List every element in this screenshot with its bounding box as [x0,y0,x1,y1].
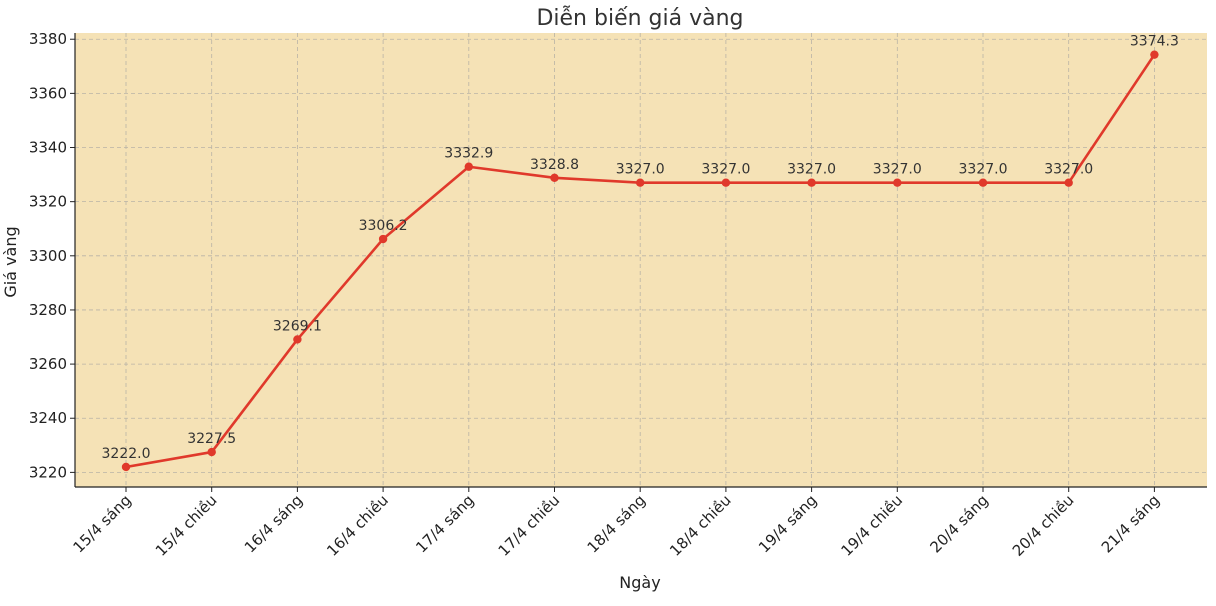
data-point [207,447,216,457]
data-point [893,178,902,187]
x-axis-label: Ngày [619,573,660,592]
data-label: 3327.0 [959,162,1008,178]
data-label: 3306.2 [359,218,408,234]
data-point [721,178,731,187]
x-tick-label: 15/4 sáng [69,491,134,556]
data-point [636,178,645,187]
x-tick-label: 21/4 sáng [1098,491,1163,556]
data-label: 3269.1 [273,318,322,334]
x-tick-label: 19/4 chiều [837,491,906,560]
x-tick-label: 20/4 chiều [1009,491,1078,560]
y-tick-label: 3300 [29,247,67,265]
x-tick-label: 18/4 sáng [584,491,649,556]
data-label: 3328.8 [530,157,579,173]
y-tick-label: 3240 [29,409,67,427]
data-point [1150,50,1159,59]
x-tick-label: 16/4 chiều [323,491,392,560]
plot-area [75,33,1207,487]
x-tick-label: 16/4 sáng [241,491,306,556]
data-point [1064,178,1073,187]
chart-title: Diễn biến giá vàng [536,5,743,31]
data-label: 3374.3 [1130,34,1179,50]
x-tick-label: 19/4 sáng [755,491,820,556]
data-point [464,162,473,171]
data-point [378,234,388,244]
data-label: 3222.0 [102,446,151,462]
y-axis-label: Giá vàng [1,226,20,297]
grid [75,33,1207,487]
y-tick-label: 3380 [29,30,67,48]
data-label: 3327.0 [873,162,922,178]
x-tick-label: 15/4 chiều [152,491,221,560]
data-point [293,335,302,344]
data-point [121,462,131,472]
y-tick-label: 3220 [29,463,67,481]
data-label: 3227.5 [187,431,236,447]
data-label: 3332.9 [444,146,493,162]
y-tick-label: 3340 [29,139,67,157]
data-labels: 3222.0 3227.5 3269.1 3306.2 3332.9 3328.8 3327… [102,34,1179,462]
data-label: 3327.0 [616,162,665,178]
data-point [807,178,816,187]
y-tick-label: 3260 [29,355,67,373]
series-price [121,50,1159,472]
x-tick-label: 20/4 sáng [926,491,991,556]
y-tick-label: 3360 [29,84,67,102]
y-tick-label: 3320 [29,193,67,211]
data-point [978,178,988,187]
x-tick-label: 17/4 sáng [412,491,477,556]
data-label: 3327.0 [1044,162,1093,178]
data-label: 3327.0 [701,162,750,178]
y-tick-label: 3280 [29,301,67,319]
x-tick-label: 17/4 chiều [495,491,564,560]
data-point [550,173,559,183]
axes [74,33,1207,488]
x-tick-label: 18/4 chiều [666,491,735,560]
data-label: 3327.0 [787,162,836,178]
